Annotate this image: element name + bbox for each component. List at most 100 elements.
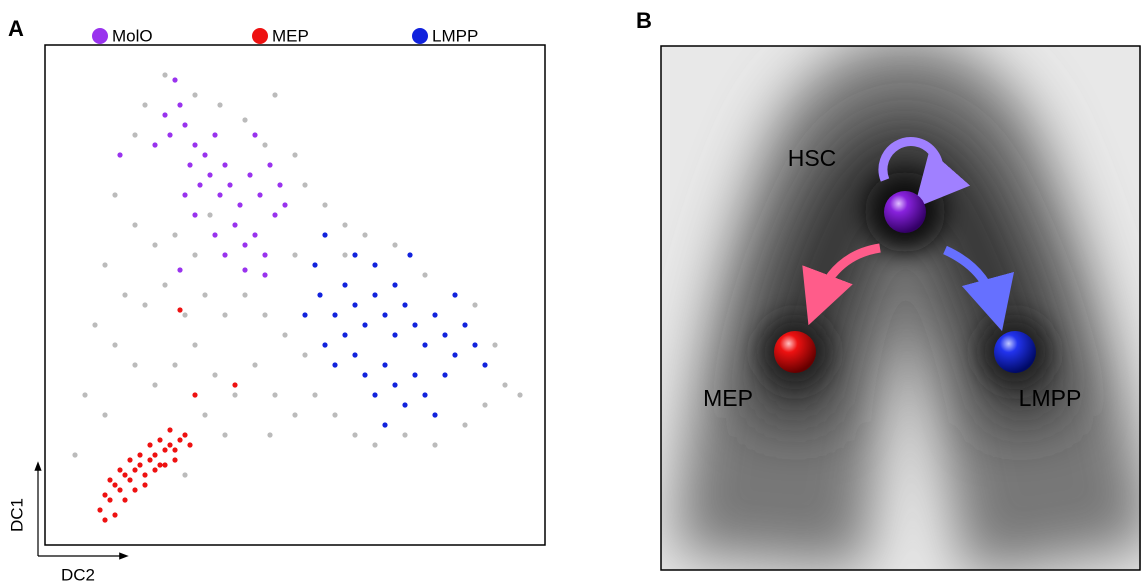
point (132, 222, 138, 228)
point (152, 142, 158, 148)
point (267, 162, 273, 168)
point (167, 132, 173, 138)
point (412, 322, 418, 328)
point (152, 382, 158, 388)
point (352, 302, 358, 308)
point (382, 312, 388, 318)
point (162, 112, 168, 118)
point (342, 222, 348, 228)
point (517, 392, 523, 398)
point (177, 267, 183, 273)
point (152, 467, 158, 473)
point (207, 172, 213, 178)
point (242, 242, 248, 248)
point (232, 392, 238, 398)
point (252, 132, 258, 138)
x-axis-label: DC2 (61, 565, 95, 584)
legend-label: MolO (112, 26, 153, 45)
point (192, 252, 198, 258)
point (292, 252, 298, 258)
point (322, 342, 328, 348)
point (117, 467, 123, 473)
arrow (943, 245, 1015, 332)
point (362, 372, 368, 378)
point (472, 342, 478, 348)
point (152, 452, 158, 458)
point (342, 282, 348, 288)
self-renewal-arrow (878, 137, 971, 209)
point (472, 302, 478, 308)
point (257, 192, 263, 198)
point (197, 182, 203, 188)
point (107, 477, 113, 483)
point (202, 412, 208, 418)
point (482, 402, 488, 408)
point (277, 182, 283, 188)
panel-frame (660, 45, 1141, 571)
point (502, 382, 508, 388)
point (172, 232, 178, 238)
node-label: HSC (788, 145, 837, 171)
point (322, 202, 328, 208)
point (262, 312, 268, 318)
point (137, 462, 143, 468)
point (202, 152, 208, 158)
point (462, 322, 468, 328)
point (262, 142, 268, 148)
point (107, 497, 113, 503)
point (352, 352, 358, 358)
point (122, 472, 128, 478)
point (147, 457, 153, 463)
point (182, 122, 188, 128)
point (187, 162, 193, 168)
point (402, 302, 408, 308)
point (362, 322, 368, 328)
point (252, 362, 258, 368)
point (332, 362, 338, 368)
node-label: LMPP (1019, 385, 1082, 411)
point (282, 202, 288, 208)
point (352, 252, 358, 258)
point (127, 477, 133, 483)
point (372, 392, 378, 398)
point (97, 507, 103, 513)
point (132, 132, 138, 138)
lmpp-sphere (994, 331, 1036, 373)
legend-marker (92, 28, 108, 44)
point (127, 457, 133, 463)
point (102, 492, 108, 498)
point (212, 372, 218, 378)
point (182, 312, 188, 318)
point (172, 457, 178, 463)
point (352, 432, 358, 438)
point (192, 392, 198, 398)
point (392, 242, 398, 248)
point (242, 292, 248, 298)
point (382, 422, 388, 428)
plot-frame (44, 44, 546, 546)
point (132, 467, 138, 473)
point (152, 242, 158, 248)
point (292, 152, 298, 158)
point (202, 292, 208, 298)
point (192, 92, 198, 98)
point (302, 182, 308, 188)
legend-marker (252, 28, 268, 44)
point (112, 482, 118, 488)
point (262, 252, 268, 258)
point (212, 232, 218, 238)
point (407, 252, 413, 258)
point (177, 437, 183, 443)
point (182, 472, 188, 478)
point (442, 372, 448, 378)
point (72, 452, 78, 458)
point (172, 362, 178, 368)
point (342, 252, 348, 258)
point (162, 282, 168, 288)
point (112, 512, 118, 518)
point (222, 312, 228, 318)
point (492, 342, 498, 348)
point (247, 172, 253, 178)
point (162, 447, 168, 453)
